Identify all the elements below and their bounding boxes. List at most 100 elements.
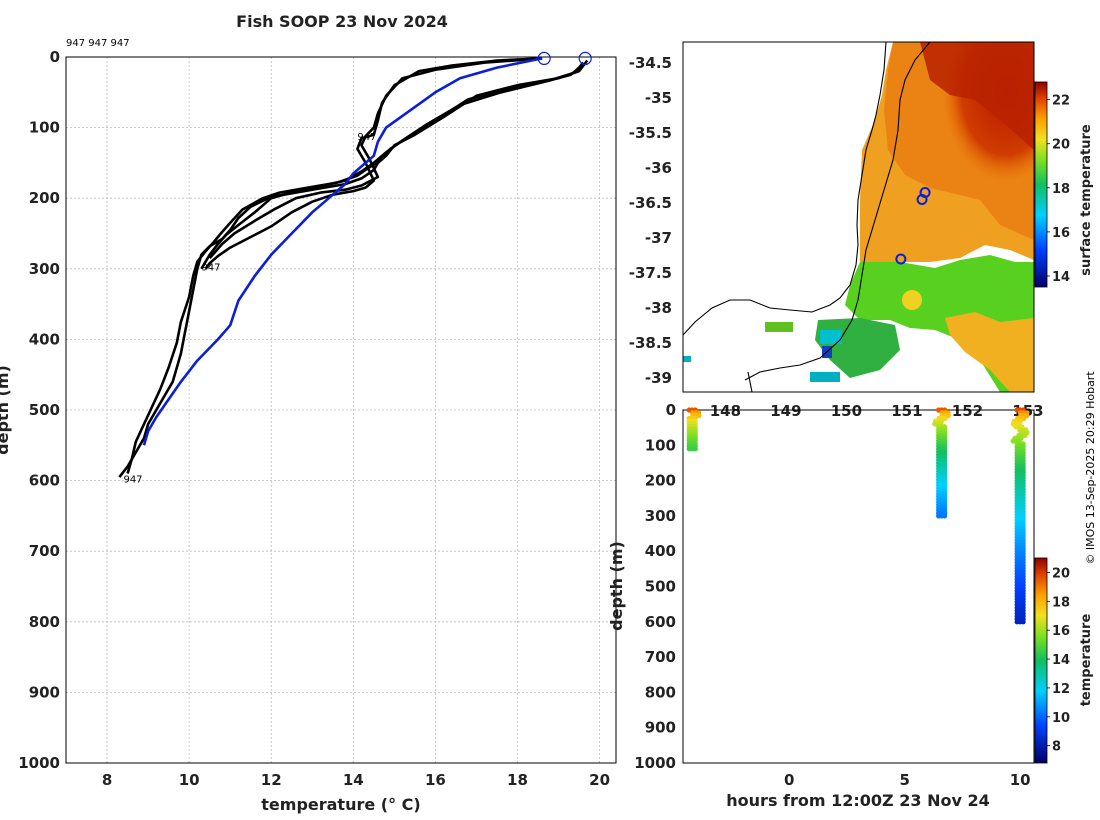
section-axes-frame <box>682 409 1035 764</box>
profile-y-tick-label: 800 <box>29 613 60 631</box>
profile-y-tick-label: 300 <box>29 260 60 278</box>
profile-y-ticks: 0 100 200 300 400 500 600 700 800 900 1000 <box>18 48 60 772</box>
profile-y-tick-label: 900 <box>29 683 60 701</box>
figure-title: Fish SOOP 23 Nov 2024 <box>236 12 448 31</box>
temperature-colorbar <box>1034 557 1048 764</box>
sst-map-lat-label: -35.5 <box>629 124 672 142</box>
temperature-colorbar-tick-label: 20 <box>1052 566 1070 581</box>
temperature-colorbar-tick-label: 16 <box>1052 624 1070 639</box>
sst-map-panel: -34.5 -35 -35.5 -36 -36.5 -37 -37.5 -38 -38.5 -39… <box>629 41 1094 420</box>
sst-map-lon-label: 149 <box>770 402 801 420</box>
sst-coastline <box>683 42 887 336</box>
temperature-colorbar-label: temperature <box>1079 614 1094 707</box>
section-y-tick-label: 400 <box>645 542 676 560</box>
sst-map-lat-label: -38.5 <box>629 334 672 352</box>
section-panel: 0 100 200 300 400 500 600 700 800 900 1000 0 5 10 ho… <box>607 401 1094 810</box>
sst-map-lat-label: -37.5 <box>629 264 672 282</box>
profile-series <box>118 57 589 478</box>
sst-track-point <box>916 194 928 205</box>
sst-colorbar-ticks: 22 20 18 16 14 <box>1047 94 1070 285</box>
sst-map-lat-label: -34.5 <box>629 54 672 72</box>
sst-colorbar-tick-label: 18 <box>1052 182 1070 197</box>
section-x-axis-label: hours from 12:00Z 23 Nov 24 <box>726 791 989 810</box>
profile-line-cast-4 <box>204 57 543 270</box>
sst-south-warm-patch <box>945 312 1034 392</box>
profile-x-axis-label: temperature (° C) <box>261 795 420 814</box>
sst-eddy-core <box>920 42 1034 150</box>
profile-x-tick-label: 8 <box>102 771 112 789</box>
section-cast-sample <box>942 513 948 519</box>
sst-map-lat-label: -36.5 <box>629 194 672 212</box>
sst-map-lon-ticks: 148149150151152153 <box>710 402 1044 420</box>
sst-colorbar-tick-label: 22 <box>1052 94 1070 109</box>
profile-y-tick-label: 400 <box>29 330 60 348</box>
section-y-tick-label: 800 <box>645 683 676 701</box>
sst-colorbar-tick-label: 16 <box>1052 226 1070 241</box>
profile-cast-label: 947 <box>201 263 220 274</box>
profile-line-cast-3 <box>200 63 585 270</box>
profile-y-tick-label: 700 <box>29 542 60 560</box>
section-cast-sample <box>1021 415 1027 422</box>
profile-surface-marker <box>537 51 551 66</box>
temperature-colorbar-ticks: 20 18 16 14 12 10 8 <box>1047 566 1070 755</box>
sst-coastline-south <box>747 371 753 392</box>
profile-x-tick-label: 18 <box>507 771 528 789</box>
profile-x-tick-label: 16 <box>425 771 446 789</box>
sst-colorbar-label: surface temperature <box>1079 124 1094 276</box>
profile-cast-label: 947 <box>357 132 376 143</box>
profile-y-tick-label: 200 <box>29 189 60 207</box>
section-y-tick-label: 200 <box>645 472 676 490</box>
section-cast-sample <box>696 412 702 419</box>
profile-axes-frame <box>65 56 617 764</box>
sst-map-lat-label: -37 <box>645 229 672 247</box>
section-y-tick-label: 0 <box>666 401 676 419</box>
profile-line-cast-5 <box>208 57 543 260</box>
section-y-ticks: 0 100 200 300 400 500 600 700 800 900 1000 <box>634 401 676 772</box>
section-casts <box>686 407 1030 625</box>
profile-surface-marker <box>578 51 592 66</box>
profile-y-axis-label: depth (m) <box>0 365 12 455</box>
imos-credit: © IMOS 13-Sep-2025 20:29 Hobart <box>1084 371 1097 565</box>
sst-map-lat-label: -35 <box>645 89 672 107</box>
profile-x-tick-label: 10 <box>179 771 200 789</box>
profile-surface-markers <box>537 51 592 66</box>
section-y-tick-label: 1000 <box>634 754 676 772</box>
section-cast-sample <box>942 415 948 421</box>
profile-x-tick-label: 20 <box>589 771 610 789</box>
sst-colorbar <box>1034 81 1048 288</box>
section-cast <box>1010 407 1030 625</box>
section-y-axis-label: depth (m) <box>607 541 626 631</box>
sst-map-lon-label: 152 <box>952 402 983 420</box>
sst-cold-patch-1 <box>820 330 842 344</box>
section-x-tick-label: 10 <box>1010 771 1031 789</box>
profile-top-label: 947 947 947 <box>66 38 130 49</box>
temperature-colorbar-tick-label: 12 <box>1052 682 1070 697</box>
section-x-ticks: 0 5 10 <box>784 771 1031 789</box>
sst-map-image <box>683 42 1034 392</box>
sst-ship-track <box>895 187 931 265</box>
section-cast-sample <box>1020 619 1026 625</box>
section-cast <box>686 407 702 452</box>
sst-small-eddy <box>902 290 922 310</box>
sst-map-lon-label: 150 <box>831 402 862 420</box>
profile-line-cast-highlight <box>142 57 543 446</box>
sst-map-lat-label: -38 <box>645 299 672 317</box>
profile-grid <box>66 56 616 764</box>
profile-cast-label: 947 <box>123 474 142 485</box>
sst-track-point <box>895 253 907 265</box>
section-y-tick-label: 300 <box>645 507 676 525</box>
section-cast <box>932 407 951 519</box>
sst-map-lon-label: 151 <box>891 402 922 420</box>
temperature-colorbar-tick-label: 18 <box>1052 595 1070 610</box>
sst-colorbar-tick-label: 20 <box>1052 138 1070 153</box>
sst-far-west-patch <box>683 356 691 362</box>
profile-y-tick-label: 0 <box>50 48 60 66</box>
profile-y-tick-label: 500 <box>29 401 60 419</box>
temperature-colorbar-tick-label: 8 <box>1052 740 1061 755</box>
sst-map-lat-ticks: -34.5 -35 -35.5 -36 -36.5 -37 -37.5 -38 -38.5 -39 <box>629 54 672 387</box>
section-cast-sample <box>692 446 698 452</box>
profile-y-tick-label: 100 <box>29 119 60 137</box>
profile-line-cast-2 <box>126 61 585 474</box>
section-y-tick-label: 100 <box>645 436 676 454</box>
